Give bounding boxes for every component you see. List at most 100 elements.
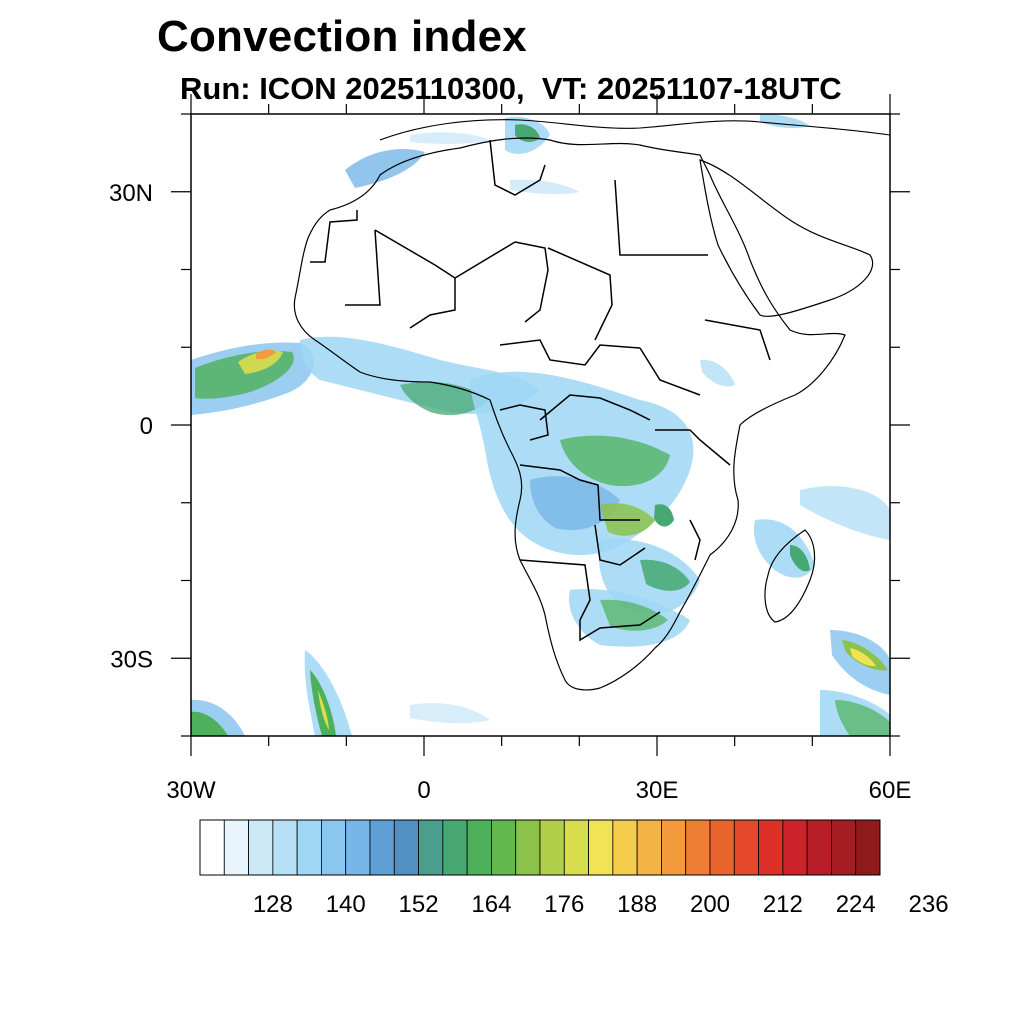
colorbar-swatch: [321, 819, 347, 876]
convection-area: [238, 350, 283, 374]
lat-tick-label: 30S: [110, 646, 153, 673]
border-line: [539, 394, 651, 421]
colorbar-swatch: [296, 819, 322, 876]
colorbar-tick-label: 212: [763, 891, 803, 918]
africa-coastline: [293, 137, 846, 691]
colorbar-swatch: [223, 819, 249, 876]
border-line: [489, 139, 546, 196]
convection-area: [256, 349, 276, 360]
colorbar-labels: 128 140 152 164 176 188 200 212 224 236: [253, 891, 949, 918]
convection-area: [560, 435, 670, 487]
lon-tick-label: 30E: [636, 777, 679, 804]
colorbar-swatch: [709, 819, 735, 876]
colorbar-swatch: [345, 819, 371, 876]
colorbar-swatch: [248, 819, 274, 876]
border-line: [547, 247, 613, 341]
border-line: [614, 179, 708, 256]
chart-title: Convection index: [157, 12, 527, 61]
lat-tick-label: 30N: [109, 180, 153, 207]
convection-area: [530, 476, 620, 531]
convection-area: [510, 179, 580, 195]
convection-area: [850, 648, 876, 667]
border-line: [704, 319, 771, 361]
colorbar-swatch: [442, 819, 468, 876]
colorbar-swatch: [612, 819, 638, 876]
colorbar-swatch: [685, 819, 711, 876]
colorbar: [199, 819, 881, 876]
colorbar-tick-label: 188: [617, 891, 657, 918]
border-line: [345, 229, 381, 306]
colorbar-swatch: [491, 819, 517, 876]
country-borders: [293, 119, 890, 691]
convection-area: [790, 545, 810, 572]
colorbar-swatch: [758, 819, 784, 876]
colorbar-swatch: [199, 819, 225, 876]
chart-subtitle: Run: ICON 2025110300, VT: 20251107-18UTC: [180, 71, 842, 106]
convection-area: [640, 559, 690, 591]
colorbar-tick-label: 200: [690, 891, 730, 918]
colorbar-swatch: [733, 819, 759, 876]
colorbar-swatch: [418, 819, 444, 876]
border-line: [639, 347, 701, 396]
convection-area: [304, 650, 352, 736]
convection-area: [600, 599, 668, 631]
axis-labels: 30W 0 30E 60E 30N 0 30S: [109, 180, 911, 804]
convection-area: [515, 124, 540, 142]
colorbar-swatch: [806, 819, 832, 876]
colorbar-tick-label: 176: [544, 891, 584, 918]
border-line: [514, 241, 549, 323]
axis-ticks: [171, 94, 910, 756]
colorbar-swatch: [661, 819, 687, 876]
colorbar-swatch: [782, 819, 808, 876]
colorbar-tick-label: 152: [399, 891, 439, 918]
convection-area: [410, 132, 490, 145]
arabia-coastline: [699, 159, 874, 317]
colorbar-swatch: [855, 819, 881, 876]
madagascar-coastline: [764, 529, 816, 623]
colorbar-frame: [199, 819, 881, 876]
lon-tick-label: 0: [417, 777, 430, 804]
colorbar-tick-label: 164: [471, 891, 511, 918]
convection-area: [318, 690, 329, 730]
colorbar-tick-label: 236: [909, 891, 949, 918]
colorbar-swatch: [563, 819, 589, 876]
convection-area: [400, 381, 490, 416]
convection-area: [410, 703, 490, 724]
colorbar-swatch: [831, 819, 857, 876]
convection-field: [191, 114, 890, 736]
colorbar-swatch: [369, 819, 395, 876]
colorbar-tick-label: 224: [836, 891, 876, 918]
colorbar-swatch: [272, 819, 298, 876]
convection-area: [345, 149, 425, 188]
border-line: [519, 464, 640, 521]
border-line: [310, 210, 358, 263]
border-line: [409, 278, 456, 329]
colorbar-swatch: [466, 819, 492, 876]
colorbar-tick-label: 128: [253, 891, 293, 918]
border-line: [374, 229, 516, 279]
border-line: [499, 339, 641, 366]
convection-area: [700, 359, 735, 387]
border-line: [594, 524, 646, 566]
border-line: [689, 519, 701, 561]
convection-area: [191, 711, 228, 736]
convection-area: [800, 486, 890, 540]
border-line: [499, 404, 549, 441]
convection-area: [310, 670, 336, 736]
convection-area: [654, 504, 674, 527]
mediterranean-coast: [379, 119, 890, 141]
colorbar-swatch: [393, 819, 419, 876]
lon-tick-label: 30W: [166, 777, 216, 804]
convection-area: [835, 700, 890, 736]
lon-tick-label: 60E: [869, 777, 912, 804]
lat-tick-label: 0: [140, 413, 153, 440]
convection-area: [760, 114, 810, 129]
border-line: [519, 559, 591, 621]
border-line: [655, 429, 731, 466]
border-line: [579, 611, 661, 642]
colorbar-swatch: [636, 819, 662, 876]
colorbar-swatch: [539, 819, 565, 876]
colorbar-tick-label: 140: [326, 891, 366, 918]
colorbar-swatch: [515, 819, 541, 876]
